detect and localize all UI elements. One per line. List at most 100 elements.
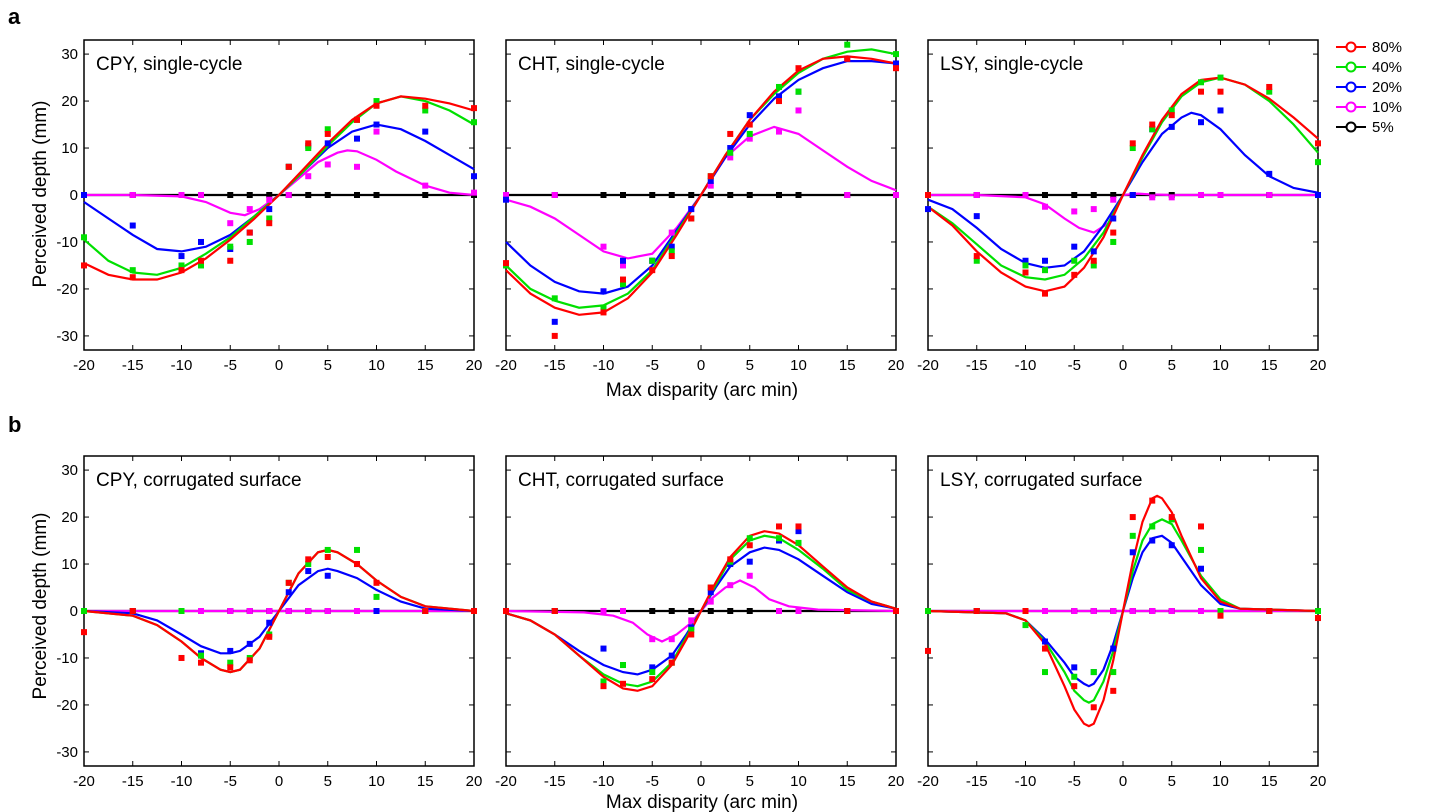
data-point-20 xyxy=(178,253,185,260)
data-point-20 xyxy=(1110,215,1117,222)
data-point-5 xyxy=(1042,192,1048,198)
data-point-20 xyxy=(354,135,360,142)
x-tick-label: 15 xyxy=(1261,773,1278,790)
data-point-80 xyxy=(1217,612,1224,619)
panel-lsy-corrugated-surface: -20 -15 -10 -5 0 5 10 15 20 LSY, corrugated surfa… xyxy=(917,455,1326,790)
data-point-40 xyxy=(1198,546,1204,553)
data-point-20 xyxy=(373,121,380,128)
series-curve-80 xyxy=(83,95,475,281)
data-point-40 xyxy=(1168,107,1175,114)
x-tick-label: 0 xyxy=(697,773,705,790)
data-point-10 xyxy=(373,128,380,135)
data-point-80 xyxy=(503,608,509,614)
data-point-80 xyxy=(81,262,87,269)
data-point-80 xyxy=(422,608,429,614)
series-curve-20 xyxy=(927,111,1319,269)
series-curve-40 xyxy=(83,95,475,276)
series-curve-20 xyxy=(83,123,475,253)
data-point-10 xyxy=(746,135,753,142)
data-point-10 xyxy=(1110,608,1117,614)
data-point-10 xyxy=(1071,208,1078,215)
series-curve-10 xyxy=(928,192,1318,234)
data-point-40 xyxy=(324,546,331,553)
data-point-40 xyxy=(688,626,695,633)
data-point-80 xyxy=(925,192,931,198)
y-tick-label: 30 xyxy=(61,46,78,63)
x-tick-label: 5 xyxy=(1168,357,1176,374)
data-point-10 xyxy=(795,107,802,114)
data-point-20 xyxy=(81,192,87,198)
data-point-80 xyxy=(668,253,675,260)
data-point-20 xyxy=(1168,542,1175,549)
data-point-5 xyxy=(305,192,312,198)
legend-label: 5% xyxy=(1372,119,1394,136)
data-point-80 xyxy=(746,121,753,128)
data-point-40 xyxy=(129,267,136,274)
data-point-20 xyxy=(129,222,136,229)
panel-cpy-corrugated-surface: -20 -15 -10 -5 0 5 10 15 20 -30 -20 -10 0 10 20 30 CPY, … xyxy=(56,455,482,790)
y-tick-label: 10 xyxy=(61,556,78,573)
data-point-10 xyxy=(129,192,136,198)
data-point-40 xyxy=(305,145,312,152)
panel-title: CPY, corrugated surface xyxy=(96,470,302,491)
legend-label: 10% xyxy=(1372,99,1402,116)
x-tick-label: 15 xyxy=(1261,357,1278,374)
data-point-40 xyxy=(324,126,331,133)
data-point-5 xyxy=(727,192,734,198)
data-point-80 xyxy=(324,130,331,137)
data-point-80 xyxy=(1042,645,1048,652)
data-point-80 xyxy=(1217,88,1224,95)
data-point-80 xyxy=(266,220,273,227)
data-point-40 xyxy=(1266,88,1273,95)
data-point-80 xyxy=(198,257,204,264)
x-tick-label: 15 xyxy=(839,357,856,374)
x-tick-label: 0 xyxy=(275,773,283,790)
data-point-80 xyxy=(1149,121,1156,128)
x-tick-label: -15 xyxy=(966,357,988,374)
data-point-20 xyxy=(1168,123,1175,130)
x-tick-label: -20 xyxy=(495,773,517,790)
data-point-40 xyxy=(227,243,234,250)
panel-title: LSY, corrugated surface xyxy=(940,470,1142,491)
data-point-40 xyxy=(776,83,782,90)
data-point-80 xyxy=(973,608,980,614)
data-point-40 xyxy=(668,248,675,255)
legend-label: 40% xyxy=(1372,59,1402,76)
data-point-10 xyxy=(266,608,273,614)
series-curve-20 xyxy=(505,60,897,295)
data-point-40 xyxy=(198,652,204,659)
y-tick-label: 10 xyxy=(61,140,78,157)
data-point-10 xyxy=(688,617,695,624)
data-point-5 xyxy=(668,608,675,614)
data-point-40 xyxy=(354,546,360,553)
y-tick-label: 30 xyxy=(61,462,78,479)
y-tick-label: 20 xyxy=(61,509,78,526)
data-point-40 xyxy=(1110,669,1117,676)
data-point-80 xyxy=(246,657,253,664)
data-point-40 xyxy=(1110,238,1117,245)
data-point-40 xyxy=(1022,622,1029,629)
data-point-10 xyxy=(1090,608,1097,614)
y-axis-label-row-b: Perceived depth (mm) xyxy=(30,513,51,700)
data-point-10 xyxy=(285,608,292,614)
data-point-80 xyxy=(1090,257,1097,264)
data-point-5 xyxy=(746,608,753,614)
data-point-80 xyxy=(1022,608,1029,614)
data-point-10 xyxy=(1168,194,1175,201)
x-tick-label: -10 xyxy=(171,357,193,374)
data-point-80 xyxy=(227,257,234,264)
x-tick-label: 15 xyxy=(417,357,434,374)
data-point-10 xyxy=(620,262,626,269)
data-point-10 xyxy=(1129,608,1136,614)
data-point-10 xyxy=(1149,194,1156,201)
data-point-80 xyxy=(973,253,980,260)
data-point-10 xyxy=(266,196,273,203)
data-point-80 xyxy=(354,561,360,568)
data-point-20 xyxy=(266,619,273,626)
data-point-10 xyxy=(746,572,753,579)
data-point-80 xyxy=(1071,683,1078,690)
data-point-80 xyxy=(1168,112,1175,119)
legend-label: 20% xyxy=(1372,79,1402,96)
data-point-80 xyxy=(1315,615,1321,622)
data-point-40 xyxy=(266,215,273,222)
